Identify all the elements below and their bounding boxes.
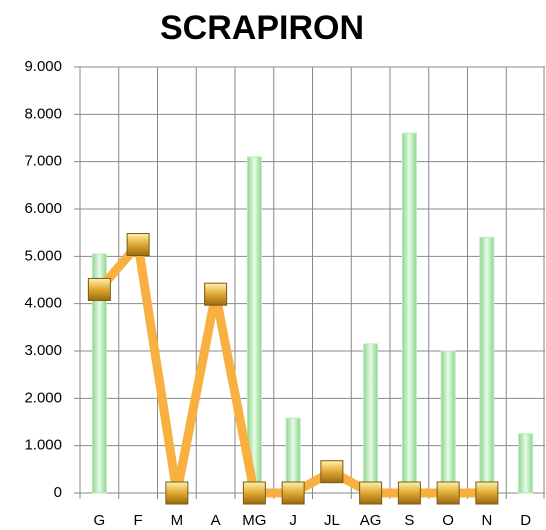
bar xyxy=(479,236,495,494)
x-tick-label: G xyxy=(94,512,106,529)
y-tick-label: 0 xyxy=(54,484,62,501)
x-tick-label: AG xyxy=(360,512,382,529)
marker xyxy=(204,282,228,306)
x-tick-label: F xyxy=(134,512,143,529)
marker xyxy=(87,277,111,301)
y-tick-label: 7.000 xyxy=(24,153,62,170)
chart-title: SCRAPIRON xyxy=(160,9,364,47)
bar xyxy=(440,350,456,494)
x-tick-label: D xyxy=(520,512,531,529)
y-tick-label: 9.000 xyxy=(24,58,62,75)
y-tick-label: 1.000 xyxy=(24,437,62,454)
x-tick-label: O xyxy=(442,512,454,529)
x-tick-label: MG xyxy=(242,512,266,529)
marker xyxy=(436,481,460,505)
y-tick-label: 2.000 xyxy=(24,389,62,406)
x-tick-label: M xyxy=(171,512,184,529)
y-tick-label: 4.000 xyxy=(24,295,62,312)
y-tick-label: 5.000 xyxy=(24,247,62,264)
marker xyxy=(242,481,266,505)
x-tick-label: JL xyxy=(324,512,340,529)
y-tick-label: 8.000 xyxy=(24,105,62,122)
bar xyxy=(91,253,107,494)
marker xyxy=(397,481,421,505)
bar xyxy=(246,156,262,494)
marker xyxy=(320,460,344,484)
x-tick-label: A xyxy=(211,512,221,529)
marker xyxy=(126,233,150,256)
x-tick-label: J xyxy=(289,512,297,529)
marker xyxy=(281,481,305,505)
bar xyxy=(518,433,534,494)
y-tick-label: 6.000 xyxy=(24,200,62,217)
x-tick-label: S xyxy=(404,512,414,529)
x-tick-label: N xyxy=(481,512,492,529)
bar xyxy=(401,132,417,494)
marker xyxy=(165,481,189,505)
marker xyxy=(359,481,383,505)
bar xyxy=(363,343,379,494)
marker xyxy=(475,481,499,505)
y-tick-label: 3.000 xyxy=(24,342,62,359)
